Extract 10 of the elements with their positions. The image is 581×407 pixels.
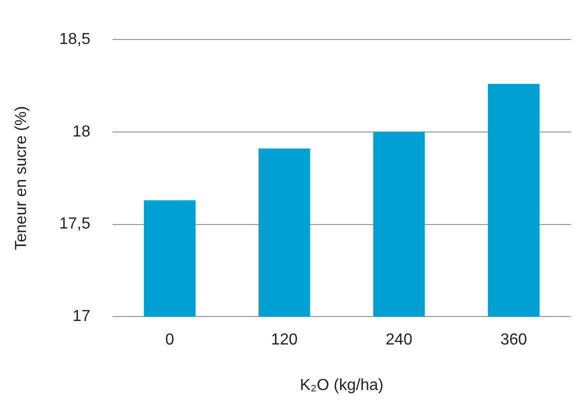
x-axis-title: K₂O (kg/ha) (300, 376, 384, 394)
y-tick-label: 17,5 (59, 216, 90, 233)
y-tick-label: 18,5 (59, 31, 90, 48)
x-tick-label: 120 (270, 332, 298, 349)
y-tick-label: 17 (72, 308, 90, 326)
x-tick-label: 360 (500, 332, 528, 349)
x-tick-label: 240 (386, 332, 412, 349)
x-tick-label: 0 (165, 332, 174, 349)
y-axis-title: Teneur en sucre (%) (13, 106, 30, 250)
y-tick-label: 18 (72, 123, 90, 140)
